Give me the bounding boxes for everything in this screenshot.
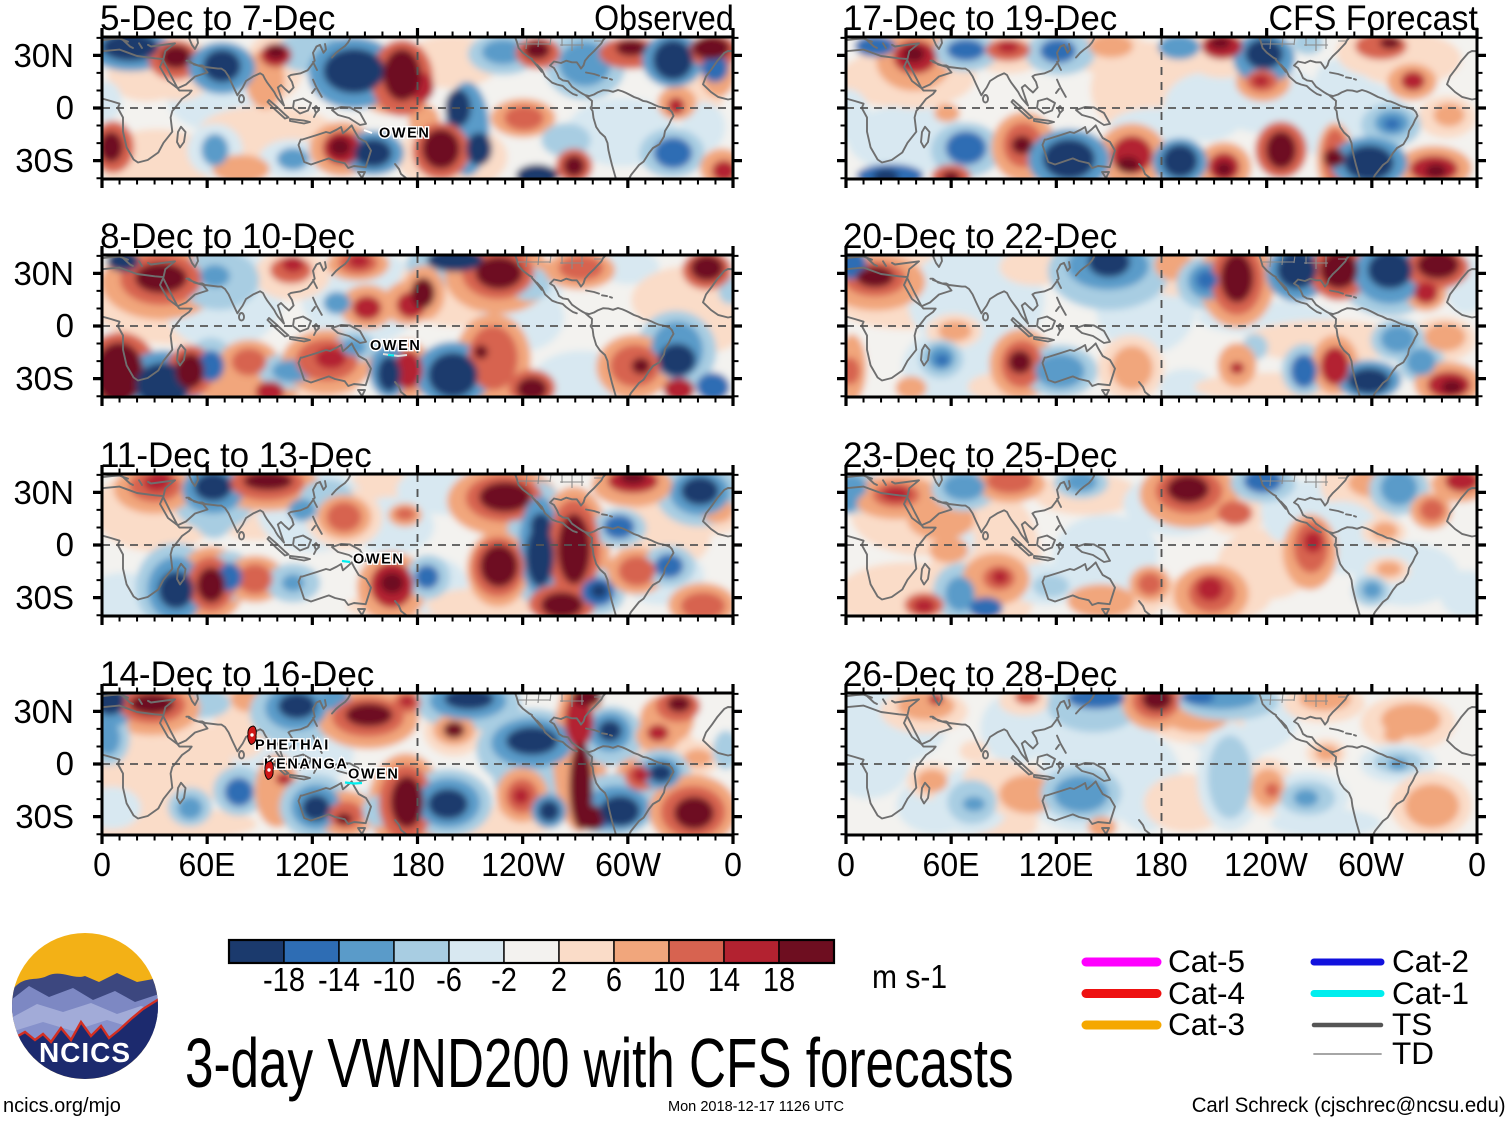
svg-text:NCICS: NCICS xyxy=(39,1037,131,1068)
svg-text:PHETHAI: PHETHAI xyxy=(255,738,330,754)
svg-text:OWEN: OWEN xyxy=(348,767,400,783)
svg-text:OWEN: OWEN xyxy=(379,126,431,142)
svg-text:OWEN: OWEN xyxy=(370,338,422,354)
svg-text:KENANGA: KENANGA xyxy=(264,757,349,773)
svg-text:OWEN: OWEN xyxy=(353,552,405,568)
